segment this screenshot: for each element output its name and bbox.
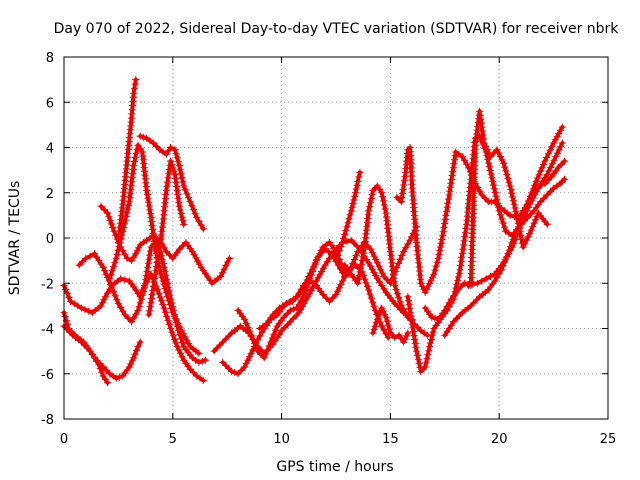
y-tick-label: 2: [46, 187, 54, 202]
series-markers: [332, 168, 364, 262]
plot-frame: [63, 56, 609, 420]
series-arc-1: [60, 270, 207, 384]
y-tick-label: -4: [41, 323, 54, 338]
series-markers: [421, 107, 551, 323]
series-arc-9: [145, 157, 188, 319]
series-arc-7: [114, 76, 140, 246]
grid: [64, 57, 608, 419]
series-markers: [114, 76, 140, 246]
series-line: [77, 238, 208, 365]
y-tick-label: -6: [41, 368, 54, 383]
series-arc-11: [210, 236, 416, 357]
y-axis-label: SDTVAR / TECUs: [7, 181, 23, 296]
series-markers: [465, 139, 566, 289]
x-axis-label: GPS time / hours: [276, 459, 393, 475]
series-markers: [97, 202, 233, 287]
series-arc-8: [136, 132, 207, 233]
x-tick-label: 20: [491, 432, 508, 447]
y-tick-label: 6: [46, 96, 54, 111]
series-arc-19: [421, 107, 551, 323]
axis-ticks: 0 5 10 15 20 25 -8 -6 -4 -2 0 2 4 6 8: [41, 51, 616, 447]
series-arc-21: [465, 139, 566, 289]
series-markers: [210, 236, 416, 357]
series-arc-14: [332, 168, 364, 262]
series-line: [212, 238, 415, 356]
series-markers: [256, 223, 420, 332]
chart-title: Day 070 of 2022, Sidereal Day-to-day VTE…: [54, 21, 620, 37]
series-arc-13: [256, 223, 420, 332]
series-markers: [369, 304, 412, 346]
series-markers: [404, 132, 568, 375]
series-line: [394, 125, 565, 295]
y-tick-label: 8: [46, 51, 54, 66]
series-markers: [145, 157, 188, 319]
series-arc-17: [393, 123, 566, 296]
plot-area: [60, 76, 568, 387]
y-tick-label: -2: [41, 277, 54, 292]
y-tick-label: -8: [41, 413, 54, 428]
series-line: [138, 134, 206, 231]
x-tick-label: 5: [169, 432, 177, 447]
x-tick-label: 15: [382, 432, 399, 447]
series-arc-16: [369, 304, 412, 346]
series-markers: [60, 270, 207, 384]
x-tick-label: 0: [60, 432, 68, 447]
series-markers: [136, 132, 207, 233]
y-tick-label: 4: [46, 142, 54, 157]
series-markers: [393, 123, 566, 296]
x-tick-label: 10: [273, 432, 290, 447]
x-tick-label: 25: [600, 432, 617, 447]
series-markers: [341, 182, 431, 339]
y-tick-label: 0: [46, 232, 54, 247]
series-arc-5: [97, 202, 233, 287]
